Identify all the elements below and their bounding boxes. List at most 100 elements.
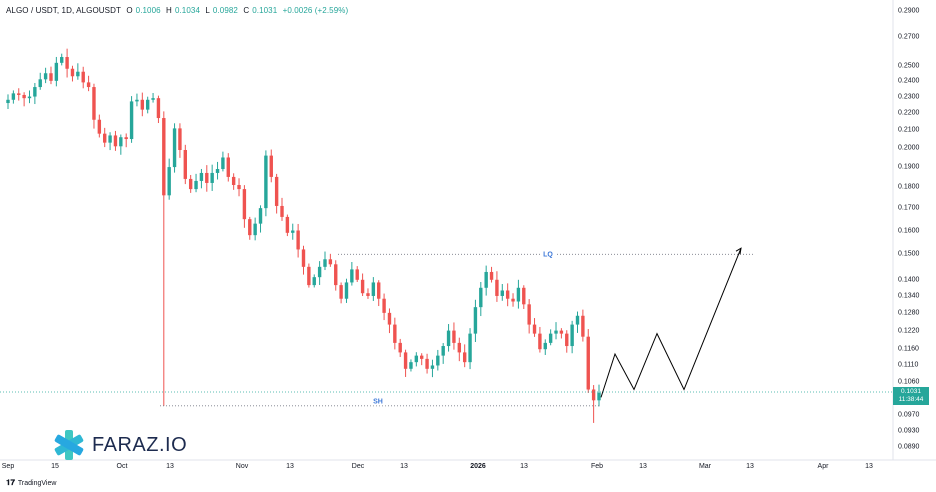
candle-body	[242, 189, 247, 220]
candle-body	[172, 128, 177, 168]
candle-body	[6, 99, 10, 104]
candle-body	[565, 333, 569, 347]
candle-body	[162, 118, 166, 196]
time-tick-label: 13	[639, 463, 647, 470]
candle-body	[323, 259, 327, 267]
price-tick-label: 0.2700	[898, 33, 920, 41]
tradingview-logo-icon: 𝟏𝟕	[6, 478, 15, 487]
price-tick-label: 0.2300	[898, 93, 920, 101]
candle-body	[548, 333, 553, 343]
candle-body	[473, 307, 478, 334]
candle-body	[156, 98, 161, 119]
brand-label[interactable]: TradingView	[17, 479, 57, 487]
candle-body	[167, 167, 171, 196]
price-tick-label: 0.0930	[898, 427, 920, 435]
candle-series	[6, 48, 601, 423]
time-tick-label: 2026	[470, 463, 486, 470]
candle-body	[215, 169, 220, 173]
candle-body	[559, 330, 564, 334]
time-tick-label: Feb	[590, 463, 604, 470]
time-tick-label: Apr	[817, 463, 829, 470]
sh-level-label: SH	[370, 398, 386, 406]
price-tick-label: 0.1110	[898, 361, 919, 369]
price-tick-label: 0.0970	[898, 411, 920, 419]
candle-body	[301, 249, 306, 267]
candle-body	[344, 282, 349, 299]
candle-body	[328, 259, 333, 265]
candle-body	[92, 87, 96, 120]
candle-body	[285, 216, 290, 233]
time-tick-label: Sep	[1, 463, 15, 470]
candle-body	[581, 315, 585, 337]
price-tick-label: 0.2500	[898, 62, 920, 70]
price-tick-label: 0.1340	[898, 292, 920, 300]
candle-body	[65, 57, 69, 69]
candle-body	[441, 346, 445, 356]
candle-body	[269, 155, 273, 177]
candle-body	[446, 330, 451, 347]
candle-body	[296, 230, 300, 250]
candle-body	[54, 62, 59, 81]
candle-body	[280, 205, 284, 217]
candle-body	[140, 99, 145, 110]
time-tick-label: Dec	[351, 463, 365, 470]
price-tick-label: 0.1800	[898, 183, 920, 191]
candle-body	[17, 93, 21, 95]
candle-body	[484, 271, 488, 288]
candle-body	[264, 155, 268, 209]
candle-body	[76, 71, 80, 77]
candle-body	[339, 285, 343, 299]
candle-body	[11, 93, 16, 100]
symbol-label[interactable]: ALGO / USDT, 1D, ALGOUSDT	[6, 6, 121, 15]
candle-body	[145, 99, 150, 110]
candle-body	[317, 266, 322, 278]
candle-body	[237, 184, 241, 190]
candle-body	[312, 277, 316, 286]
candle-body	[253, 223, 257, 236]
candle-body	[462, 352, 467, 363]
watermark: FARAZ.IO	[52, 428, 187, 462]
candle-body	[135, 99, 139, 102]
candle-body	[60, 57, 64, 63]
price-tick-label: 0.1160	[898, 345, 919, 353]
high-key: H	[166, 6, 172, 15]
candle-body	[409, 362, 413, 369]
candle-body	[570, 324, 574, 347]
candle-body	[22, 94, 26, 99]
candle-body	[479, 287, 483, 308]
price-tick-label: 0.2000	[898, 144, 920, 152]
candle-body	[414, 355, 419, 363]
candle-body	[500, 290, 504, 296]
candle-body	[231, 176, 236, 185]
time-tick-label: 13	[286, 463, 294, 470]
candle-body	[511, 298, 515, 302]
candle-body	[527, 304, 531, 325]
candle-body	[377, 282, 381, 299]
price-tick-label: 0.1400	[898, 276, 920, 284]
candle-body	[97, 119, 102, 134]
candle-body	[489, 271, 494, 280]
price-tick-label: 0.1700	[898, 204, 920, 212]
candle-body	[591, 389, 596, 401]
candle-body	[554, 330, 558, 334]
time-axis[interactable]: Sep 15 Oct 13 Nov 13 Dec 13 2026 13 Feb 13 Mar 13 Apr 1…	[0, 460, 893, 474]
candle-body	[543, 342, 547, 350]
price-tick-label: 0.2100	[898, 126, 920, 134]
candle-body	[360, 279, 365, 294]
candle-body	[522, 287, 526, 305]
candle-body	[124, 137, 128, 140]
candle-body	[382, 298, 386, 313]
candle-body	[49, 73, 53, 81]
candle-body	[393, 324, 397, 343]
candle-body	[151, 98, 155, 100]
time-tick-label: 13	[400, 463, 408, 470]
candle-body	[398, 342, 402, 353]
candle-body	[350, 269, 354, 283]
candle-body	[33, 87, 37, 97]
candle-body	[387, 312, 392, 325]
candle-body	[425, 358, 429, 369]
price-tick-label: 0.1900	[898, 163, 920, 171]
candle-body	[205, 172, 209, 183]
last-price-badge: 0.1031 11:38:44	[893, 387, 929, 405]
